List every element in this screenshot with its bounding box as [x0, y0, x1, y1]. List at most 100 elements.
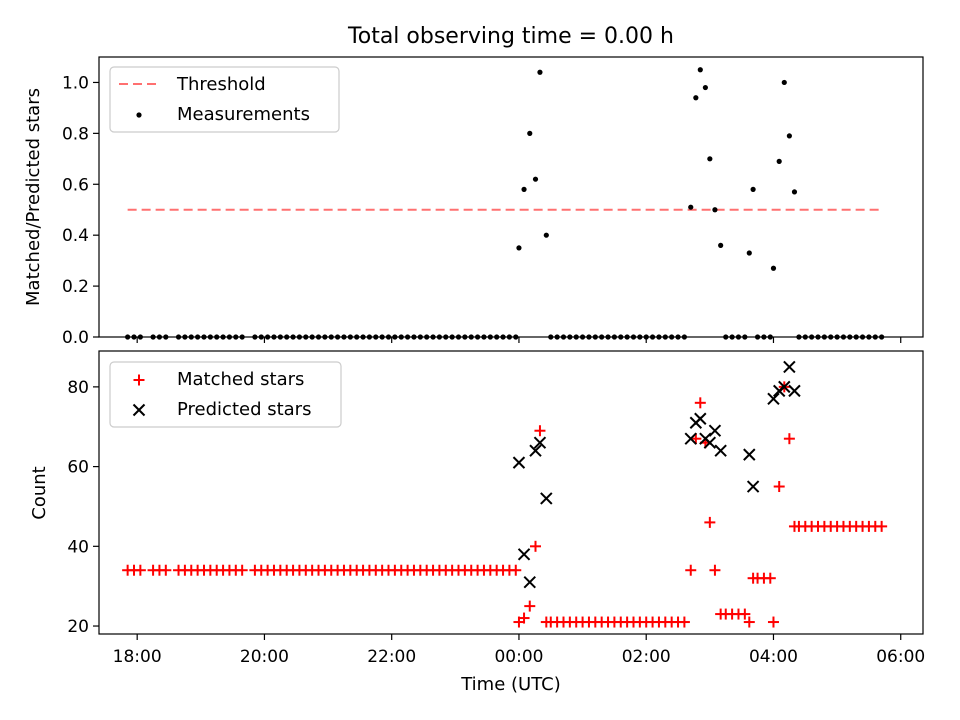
- bottom-y-tick-label: 40: [67, 537, 89, 557]
- legend-matched-swatch: [133, 374, 145, 386]
- matched-star-point: [704, 516, 716, 528]
- predicted-star-point: [540, 492, 553, 505]
- matched-stars-series: [122, 381, 888, 628]
- measurement-point: [537, 69, 543, 75]
- bottom-panel: 20 40 60 80 18:00 20:00 22:00 00:00 02:00 04:00 0…: [29, 350, 925, 695]
- top-y-tick-label: 0.8: [62, 124, 89, 144]
- legend-matched-label: Matched stars: [177, 369, 304, 390]
- matched-star-point: [524, 600, 536, 612]
- predicted-star-point: [517, 548, 531, 561]
- measurement-point: [712, 207, 718, 213]
- top-y-tick-label: 0.4: [62, 226, 89, 246]
- measurement-point: [770, 265, 777, 271]
- matched-star-point: [709, 564, 721, 576]
- top-y-tick-label: 0.0: [62, 328, 89, 348]
- measurement-point: [702, 84, 708, 91]
- top-y-tick-label: 0.6: [62, 175, 89, 195]
- matched-star-point: [876, 520, 888, 532]
- measurement-point: [521, 186, 527, 192]
- measurement-point: [697, 67, 703, 73]
- measurement-point: [750, 186, 756, 192]
- predicted-star-point: [778, 380, 791, 394]
- predicted-star-point: [684, 432, 697, 445]
- matched-star-point: [510, 564, 522, 576]
- predicted-star-point: [767, 392, 780, 406]
- top-y-tick-label: 0.2: [62, 277, 89, 297]
- bottom-y-tick-label: 20: [67, 617, 89, 637]
- matched-star-point: [743, 616, 755, 628]
- predicted-star-point: [529, 444, 542, 457]
- matched-star-point: [773, 481, 785, 493]
- bottom-y-axis: 20 40 60 80: [67, 378, 99, 637]
- predicted-star-point: [708, 424, 722, 437]
- matched-star-point: [764, 572, 776, 584]
- predicted-star-point: [703, 436, 717, 449]
- legend-plus-marker: [133, 374, 145, 386]
- legend-measurements-label: Measurements: [177, 104, 310, 125]
- matched-star-point: [236, 564, 248, 576]
- measurement-point: [776, 158, 782, 164]
- legend-predicted-swatch: [132, 403, 146, 417]
- measurement-point: [791, 189, 798, 195]
- top-legend: Threshold Measurements: [109, 66, 340, 133]
- measurement-point: [718, 242, 724, 248]
- predicted-star-point: [788, 384, 801, 398]
- measurement-point: [527, 130, 533, 136]
- bottom-x-axis-label: Time (UTC): [460, 674, 561, 695]
- measurement-point: [786, 133, 792, 139]
- matched-star-point: [739, 608, 751, 620]
- bottom-x-tick-label: 06:00: [876, 647, 925, 667]
- matched-star-point: [134, 564, 146, 576]
- bottom-x-tick-label: 20:00: [240, 647, 289, 667]
- measurement-point: [693, 95, 699, 101]
- predicted-star-point: [523, 575, 536, 589]
- matched-star-point: [534, 425, 546, 437]
- matched-star-point: [767, 616, 779, 628]
- matched-star-point: [678, 616, 690, 628]
- bottom-x-tick-label: 18:00: [113, 647, 162, 667]
- top-y-tick-label: 1.0: [62, 73, 89, 93]
- matched-star-point: [160, 564, 172, 576]
- predicted-stars-series: [512, 360, 801, 589]
- top-y-axis: 0.0 0.2 0.4 0.6 0.8 1.0: [62, 73, 99, 348]
- measurement-point: [707, 156, 713, 162]
- top-axes-frame: [98, 56, 924, 338]
- matched-star-point: [685, 564, 697, 576]
- top-y-axis-label: Matched/Predicted stars: [23, 88, 44, 306]
- bottom-y-axis-label: Count: [29, 466, 50, 519]
- bottom-x-tick-label: 02:00: [622, 647, 671, 667]
- legend-threshold-label: Threshold: [176, 74, 266, 95]
- top-legend-box: [109, 66, 340, 133]
- predicted-star-point: [746, 480, 760, 493]
- bottom-axes-frame: [98, 350, 924, 635]
- bottom-legend: Matched stars Predicted stars: [109, 361, 342, 428]
- top-panel: 0.0 0.2 0.4 0.6 0.8 1.0 Matched/Predicted sta…: [23, 56, 924, 348]
- bottom-x-axis: 18:00 20:00 22:00 00:00 02:00 04:00 06:00: [113, 634, 925, 667]
- predicted-star-point: [533, 436, 547, 449]
- bottom-y-tick-label: 60: [67, 458, 89, 478]
- measurement-point: [532, 176, 539, 182]
- predicted-star-point: [694, 412, 707, 425]
- matched-star-point: [694, 397, 706, 409]
- bottom-y-tick-label: 80: [67, 378, 89, 398]
- matched-star-point: [529, 540, 541, 552]
- measurement-point: [516, 245, 522, 251]
- legend-predicted-label: Predicted stars: [177, 399, 311, 420]
- measurement-point: [781, 79, 787, 86]
- measurement-point: [543, 232, 549, 238]
- predicted-star-point: [714, 444, 727, 457]
- measurement-point: [688, 204, 694, 210]
- measurement-point: [746, 250, 752, 256]
- bottom-legend-box: [109, 361, 342, 428]
- matched-star-point: [690, 433, 702, 445]
- bottom-x-tick-label: 22:00: [367, 647, 416, 667]
- predicted-star-point: [743, 448, 756, 461]
- matched-star-point: [518, 612, 530, 624]
- predicted-star-point: [512, 456, 526, 469]
- matched-star-point: [783, 433, 795, 445]
- bottom-x-tick-label: 00:00: [494, 647, 543, 667]
- bottom-x-tick-label: 04:00: [749, 647, 798, 667]
- figure-title: Total observing time = 0.00 h: [347, 24, 674, 49]
- legend-x-marker: [132, 403, 146, 417]
